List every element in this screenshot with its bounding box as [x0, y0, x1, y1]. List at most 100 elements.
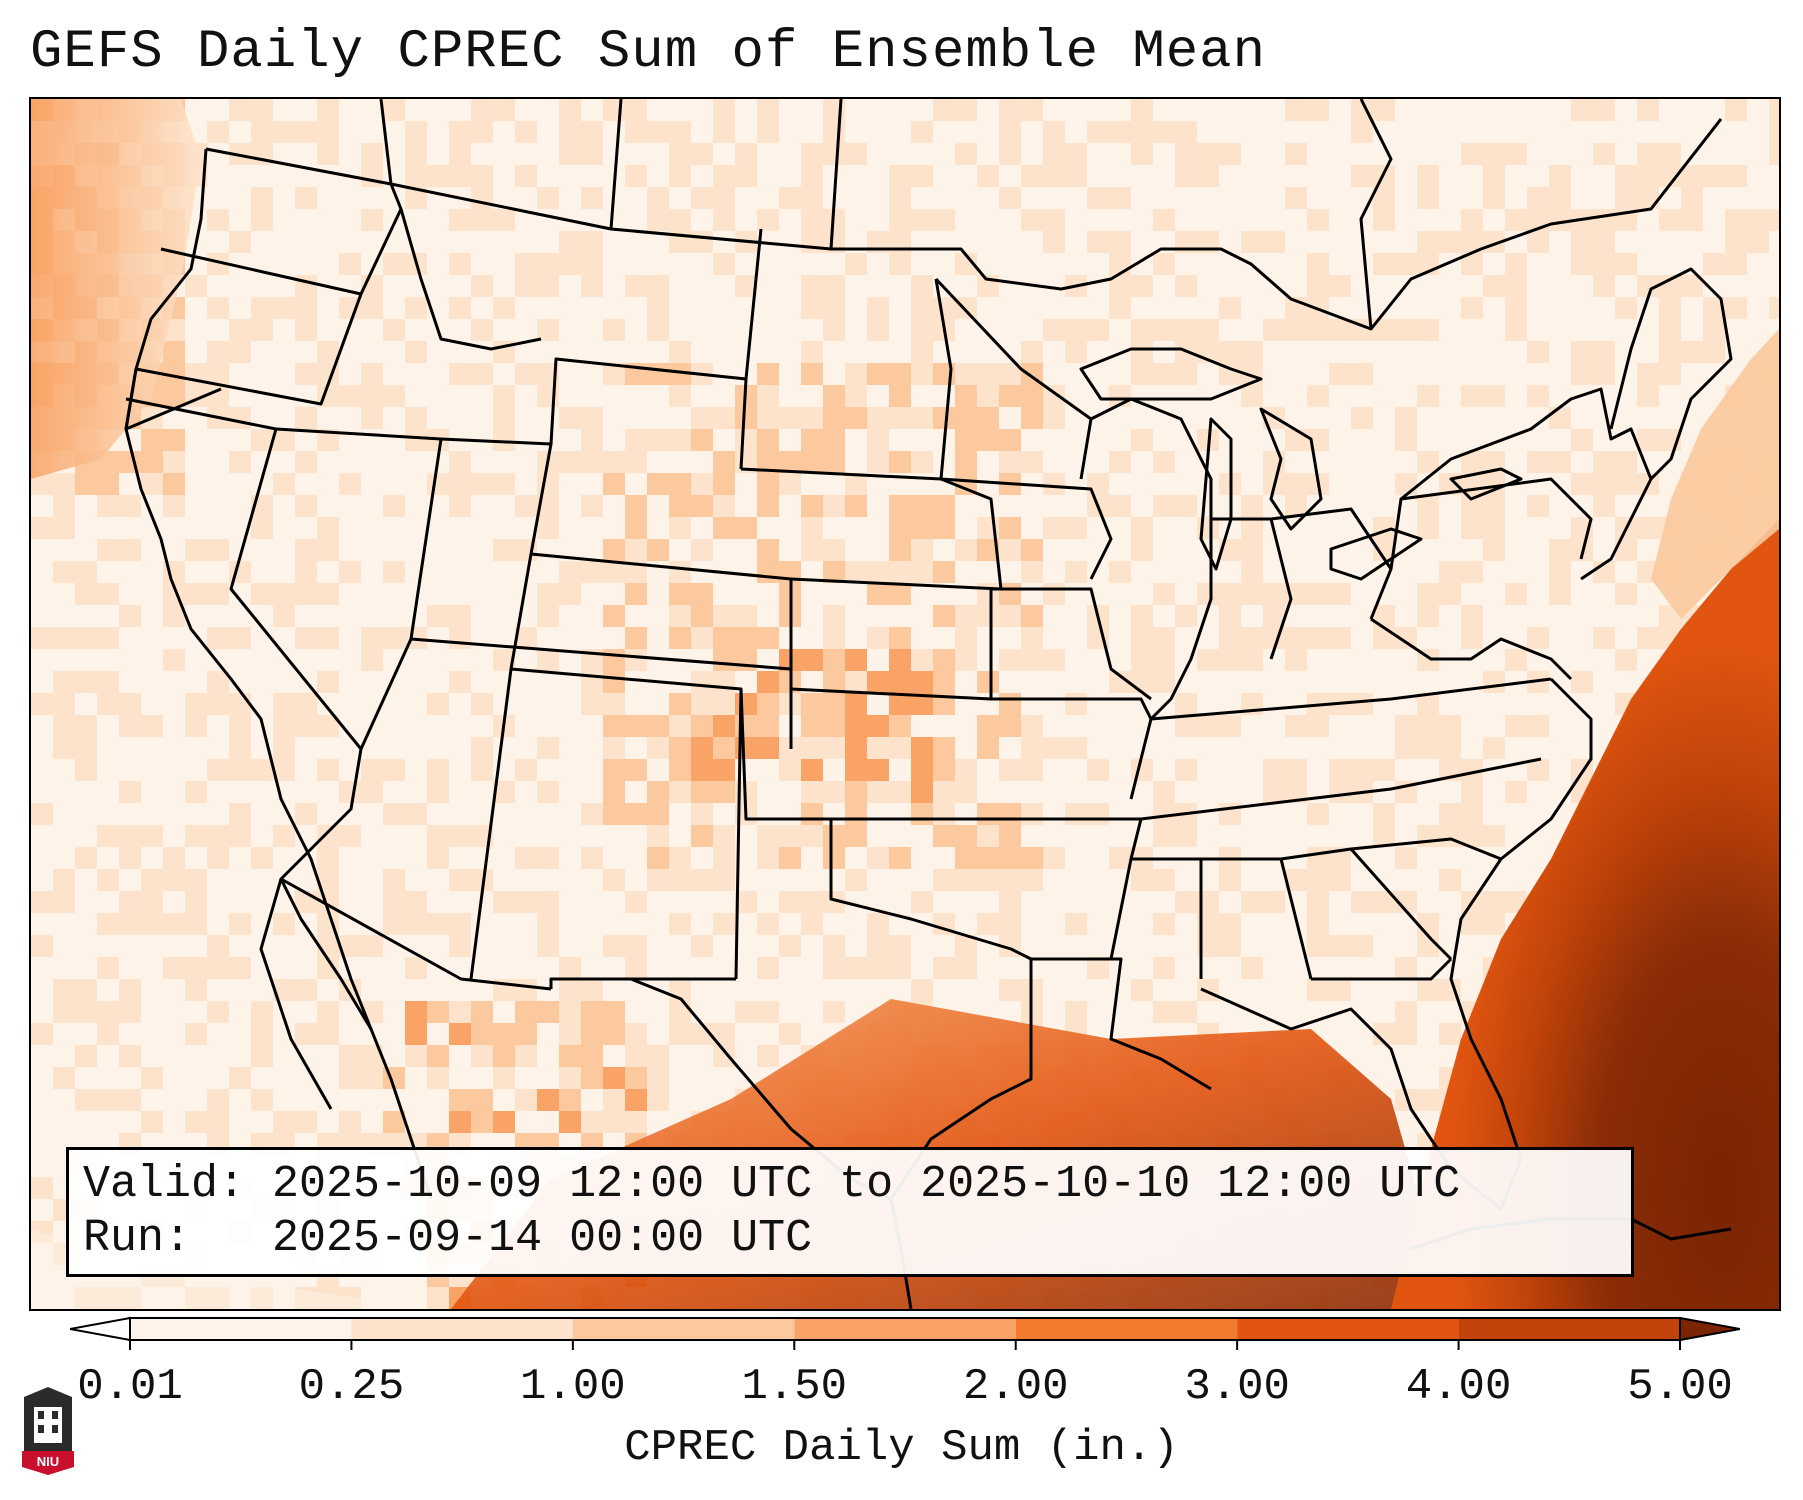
precip-cell — [669, 473, 691, 495]
precip-cell — [449, 671, 471, 693]
precip-cell — [339, 473, 361, 495]
precip-cell — [449, 209, 471, 231]
precip-cell — [119, 715, 141, 737]
precip-cell — [1725, 165, 1747, 187]
precip-cell — [713, 737, 735, 759]
precip-cell — [1593, 341, 1615, 363]
precip-cell — [471, 363, 493, 385]
precip-cell — [1263, 319, 1285, 341]
precip-cell — [581, 407, 603, 429]
precip-cell — [1483, 737, 1505, 759]
precip-cell — [1659, 209, 1681, 231]
precip-cell — [801, 825, 823, 847]
precip-cell — [823, 957, 845, 979]
precip-cell — [801, 737, 823, 759]
precip-cell — [229, 627, 251, 649]
precip-cell — [1483, 187, 1505, 209]
precip-cell — [911, 803, 933, 825]
precip-cell — [713, 1045, 735, 1067]
precip-cell — [449, 1111, 471, 1133]
precip-cell — [801, 715, 823, 737]
precip-cell — [1637, 517, 1659, 539]
precip-cell — [845, 957, 867, 979]
precip-cell — [779, 473, 801, 495]
precip-cell — [1109, 495, 1131, 517]
niu-logo-icon: NIU — [20, 1385, 76, 1477]
precip-cell — [317, 627, 339, 649]
precip-cell — [471, 99, 493, 121]
precip-cell — [823, 407, 845, 429]
precip-cell — [1417, 517, 1439, 539]
precip-cell — [229, 99, 251, 121]
precip-cell — [1307, 847, 1329, 869]
precip-cell — [1285, 627, 1307, 649]
precip-cell — [955, 627, 977, 649]
precip-cell — [185, 957, 207, 979]
precip-cell — [889, 649, 911, 671]
precip-cell — [1175, 319, 1197, 341]
precip-cell — [537, 275, 559, 297]
precip-cell — [515, 253, 537, 275]
precip-cell — [163, 495, 185, 517]
precip-cell — [1439, 231, 1461, 253]
precip-cell — [977, 583, 999, 605]
precip-cell — [207, 847, 229, 869]
precip-cell — [1505, 781, 1527, 803]
precip-cell — [1351, 891, 1373, 913]
precip-cell — [1153, 451, 1175, 473]
precip-cell — [1637, 143, 1659, 165]
precip-cell — [1153, 913, 1175, 935]
lake-erie — [1329, 527, 1423, 581]
precip-cell — [603, 935, 625, 957]
precip-cell — [53, 1001, 75, 1023]
precip-cell — [317, 99, 339, 121]
precip-cell — [273, 429, 295, 451]
precip-cell — [559, 1023, 581, 1045]
precip-cell — [669, 627, 691, 649]
precip-cell — [1329, 759, 1351, 781]
precip-cell — [53, 891, 75, 913]
precip-cell — [97, 693, 119, 715]
precip-cell — [207, 539, 229, 561]
precip-cell — [1417, 231, 1439, 253]
precip-cell — [97, 913, 119, 935]
precip-cell — [977, 363, 999, 385]
precip-cell — [669, 913, 691, 935]
precip-cell — [1021, 759, 1043, 781]
precip-cell — [339, 385, 361, 407]
precip-cell — [1417, 165, 1439, 187]
precip-cell — [1373, 99, 1395, 121]
precip-cell — [207, 671, 229, 693]
precip-cell — [1109, 275, 1131, 297]
precip-cell — [801, 209, 823, 231]
precip-cell — [691, 715, 713, 737]
precip-cell — [185, 1111, 207, 1133]
precip-cell — [757, 385, 779, 407]
precip-cell — [581, 495, 603, 517]
precip-cell — [1241, 517, 1263, 539]
precip-cell — [163, 341, 185, 363]
precip-cell — [1197, 165, 1219, 187]
precip-cell — [1241, 385, 1263, 407]
precip-cell — [735, 715, 757, 737]
precip-cell — [625, 759, 647, 781]
precip-cell — [669, 165, 691, 187]
precip-cell — [977, 847, 999, 869]
precip-cell — [141, 429, 163, 451]
precip-cell — [207, 209, 229, 231]
precip-cell — [999, 693, 1021, 715]
precip-cell — [581, 1045, 603, 1067]
precip-cell — [97, 671, 119, 693]
precip-cell — [1021, 847, 1043, 869]
precip-cell — [493, 1067, 515, 1089]
precip-cell — [625, 451, 647, 473]
precip-cell — [1175, 275, 1197, 297]
precip-cell — [867, 935, 889, 957]
precip-cell — [1395, 737, 1417, 759]
precip-cell — [625, 803, 647, 825]
precip-cell — [1483, 385, 1505, 407]
precip-cell — [977, 165, 999, 187]
precip-cell — [625, 517, 647, 539]
precip-cell — [955, 539, 977, 561]
precip-cell — [1461, 253, 1483, 275]
